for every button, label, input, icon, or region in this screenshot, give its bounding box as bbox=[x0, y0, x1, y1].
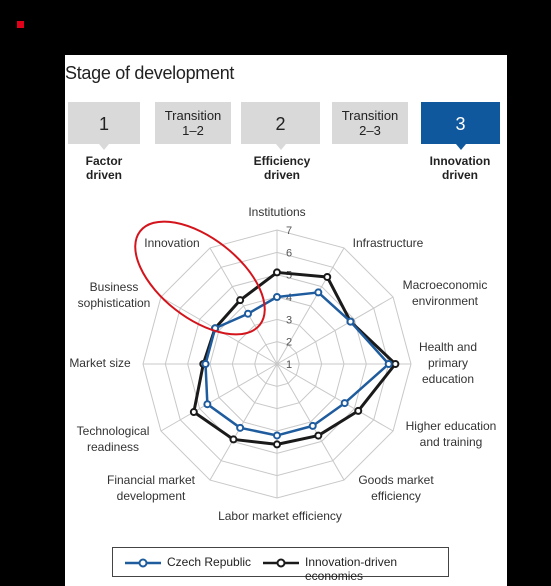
series-czech-point-7 bbox=[273, 431, 281, 440]
axis-label-6: Goods market efficiency bbox=[358, 473, 434, 503]
series-czech-point-4 bbox=[384, 360, 393, 368]
stage-pointer-5 bbox=[455, 144, 466, 150]
stage-box-2: Transition 1–2 bbox=[155, 102, 231, 144]
tick-label-3: 3 bbox=[286, 314, 292, 326]
axis-label-2: Infrastructure bbox=[353, 236, 424, 250]
series-czech-point-1 bbox=[273, 293, 281, 301]
tick-label-4: 4 bbox=[286, 292, 292, 304]
stage-box-4: Transition 2–3 bbox=[332, 102, 408, 144]
grid-spoke-3 bbox=[276, 296, 394, 365]
series-innovation-point-4 bbox=[391, 360, 400, 368]
legend-label-czech: Czech Republic bbox=[167, 555, 252, 569]
stage-caption-innovation: Innovation driven bbox=[429, 154, 491, 182]
axis-label-9: Technological readiness bbox=[77, 424, 150, 454]
series-innovation-point-6 bbox=[314, 431, 323, 440]
series-innovation-point-7 bbox=[273, 440, 281, 449]
series-czech-point-2 bbox=[314, 288, 323, 297]
grid-spoke-6 bbox=[276, 363, 345, 481]
red-marker bbox=[17, 21, 24, 28]
stage-caption-factor: Factor driven bbox=[85, 154, 123, 182]
axis-label-8: Financial market development bbox=[107, 473, 196, 503]
tick-label-2: 2 bbox=[286, 337, 292, 349]
tick-label-1: 1 bbox=[286, 359, 292, 371]
stage-box-5: 3 bbox=[421, 102, 500, 144]
stage-box-3: 2 bbox=[241, 102, 320, 144]
axis-label-7: Labor market efficiency bbox=[218, 509, 342, 523]
tick-label-7: 7 bbox=[286, 225, 292, 237]
series-czech-point-12 bbox=[243, 309, 252, 318]
axis-label-1: Institutions bbox=[248, 205, 305, 219]
highlight-ellipse bbox=[134, 220, 266, 336]
legend-swatch-innovation bbox=[263, 558, 299, 568]
tick-label-6: 6 bbox=[286, 247, 292, 259]
axis-label-4: Health and primary education bbox=[419, 340, 477, 386]
stage-pointer-1 bbox=[99, 144, 109, 150]
axis-label-5: Higher education and training bbox=[406, 419, 497, 449]
series-innovation-point-8 bbox=[229, 435, 238, 444]
series-czech-point-8 bbox=[236, 423, 245, 432]
grid-spoke-8 bbox=[209, 363, 278, 481]
series-innovation-point-2 bbox=[323, 272, 332, 281]
grid-spoke-2 bbox=[276, 247, 345, 365]
series-innovation-point-12 bbox=[236, 296, 245, 305]
series-czech-point-3 bbox=[346, 317, 355, 326]
series-innovation-point-9 bbox=[189, 408, 198, 417]
series-innovation-point-1 bbox=[273, 268, 281, 277]
axis-label-3: Macroeconomic environment bbox=[403, 278, 488, 308]
series-czech-point-10 bbox=[201, 360, 210, 368]
page-title: Stage of development bbox=[65, 63, 235, 83]
chart-legend: Czech Republic Innovation-driven economi… bbox=[112, 547, 449, 583]
legend-label-innovation: Innovation-driven economies bbox=[305, 555, 398, 583]
stage-caption-efficiency: Efficiency driven bbox=[253, 154, 311, 182]
legend-swatch-czech bbox=[125, 558, 161, 568]
stage-box-1: 1 bbox=[68, 102, 140, 144]
axis-label-12: Innovation bbox=[144, 236, 199, 250]
grid-spoke-12 bbox=[209, 247, 278, 365]
tick-label-5: 5 bbox=[286, 270, 292, 282]
series-czech-point-6 bbox=[308, 421, 317, 430]
axis-label-10: Market size bbox=[69, 356, 131, 370]
series-czech-point-5 bbox=[340, 399, 349, 408]
stage-pointer-3 bbox=[275, 144, 286, 150]
grid-spoke-5 bbox=[276, 363, 394, 432]
axis-label-11: Business sophistication bbox=[78, 280, 151, 310]
grid-spoke-11 bbox=[160, 296, 278, 365]
series-czech-point-9 bbox=[203, 400, 212, 409]
grid-spoke-9 bbox=[160, 363, 278, 432]
series-innovation-point-5 bbox=[354, 406, 363, 415]
